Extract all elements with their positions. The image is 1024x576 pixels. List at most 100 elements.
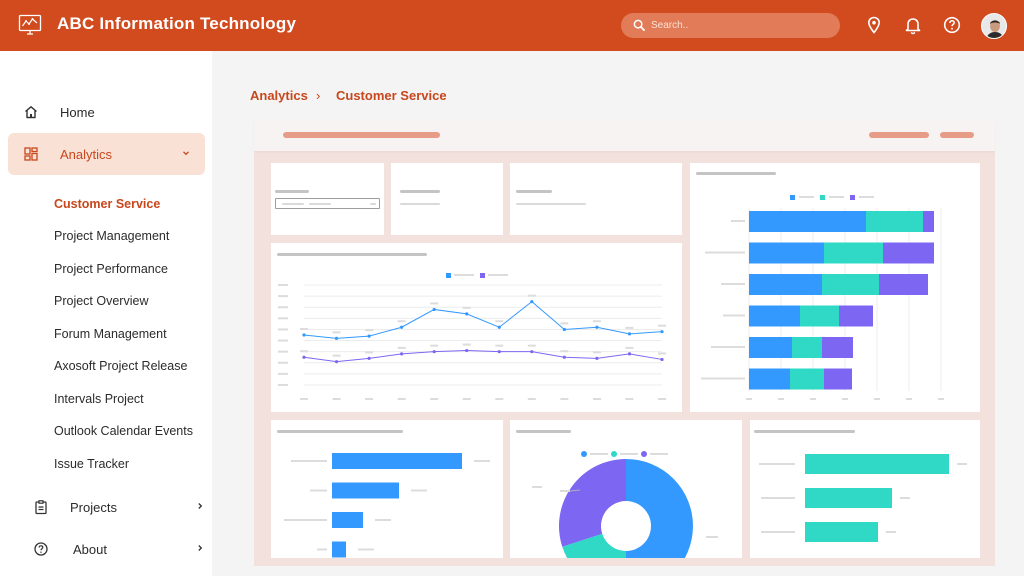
sidebar-item-label: Home: [60, 104, 95, 120]
bar-chart: [759, 454, 967, 542]
subnav-project-overview[interactable]: Project Overview: [54, 294, 149, 308]
data-point: [660, 330, 664, 334]
data-point: [497, 350, 501, 354]
donut-chart: [532, 451, 718, 558]
chart-title-placeholder: [516, 430, 571, 433]
data-point: [530, 300, 534, 304]
data-label-placeholder: [411, 489, 427, 492]
kpi-select-placeholder[interactable]: [275, 198, 380, 209]
category-label-placeholder: [731, 220, 745, 222]
breadcrumb-parent[interactable]: Analytics: [250, 88, 308, 103]
subnav-customer-service[interactable]: Customer Service: [54, 197, 161, 211]
data-label-placeholder: [658, 324, 666, 327]
legend-label-placeholder: [620, 453, 638, 455]
x-tick-label-placeholder: [810, 398, 816, 400]
data-label-placeholder: [332, 354, 341, 357]
donut-slice: [626, 459, 693, 558]
data-point: [367, 356, 371, 360]
kpi-value-placeholder: [516, 203, 586, 205]
bar-segment: [749, 274, 822, 295]
category-label-placeholder: [711, 346, 745, 348]
legend-swatch: [641, 451, 647, 457]
y-tick-label-placeholder: [278, 284, 288, 286]
data-label-placeholder: [430, 302, 439, 305]
data-label-placeholder: [957, 463, 967, 465]
search-box[interactable]: [621, 13, 840, 38]
x-tick-label-placeholder: [495, 398, 504, 400]
bar-segment: [792, 337, 822, 358]
data-label-placeholder: [886, 531, 896, 533]
data-point: [334, 336, 339, 340]
analytics-monitor-icon: [18, 14, 42, 35]
x-tick-label-placeholder: [430, 398, 439, 400]
bar-segment: [749, 337, 792, 358]
chart-title-placeholder: [696, 172, 776, 175]
data-label-placeholder: [375, 519, 391, 521]
subnav-issue-tracker[interactable]: Issue Tracker: [54, 457, 130, 471]
bar-segment: [749, 305, 800, 327]
bar-chart-card: [750, 420, 980, 558]
subnav-axosoft-project-release[interactable]: Axosoft Project Release: [54, 359, 188, 373]
x-tick-label-placeholder: [778, 398, 784, 400]
toolbar-action-placeholder[interactable]: [940, 132, 974, 138]
subnav-project-management[interactable]: Project Management: [54, 229, 170, 243]
legend-swatch: [790, 195, 795, 200]
y-tick-label-placeholder: [278, 361, 288, 364]
subnav-outlook-calendar-events[interactable]: Outlook Calendar Events: [54, 424, 193, 438]
sidebar-item-about[interactable]: About: [8, 528, 205, 570]
data-label-placeholder: [625, 326, 634, 329]
legend-label-placeholder: [650, 453, 668, 455]
y-tick-label-placeholder: [278, 372, 288, 375]
line-chart-card: [271, 243, 682, 412]
legend-swatch: [820, 195, 825, 200]
subnav-forum-management[interactable]: Forum Management: [54, 327, 167, 341]
app-header: ABC Information Technology: [0, 0, 1024, 51]
x-tick-label-placeholder: [592, 398, 601, 400]
data-point: [400, 325, 404, 329]
bell-icon[interactable]: [903, 15, 923, 35]
bar-chart: [284, 453, 490, 558]
legend-label-placeholder: [454, 274, 474, 276]
data-point: [562, 327, 566, 332]
bar-chart-card: [271, 420, 503, 558]
donut-slice: [559, 459, 626, 547]
toolbar-action-placeholder[interactable]: [869, 132, 929, 138]
bar: [332, 512, 363, 528]
bar-segment: [822, 337, 853, 358]
data-label-placeholder: [532, 486, 542, 488]
legend-swatch: [581, 451, 587, 457]
chevron-right-icon: [198, 545, 203, 551]
data-label-placeholder: [560, 490, 570, 492]
bar-segment: [879, 274, 928, 295]
data-point: [497, 325, 501, 329]
location-pin-icon[interactable]: [864, 15, 884, 35]
sidebar-item-analytics[interactable]: Analytics: [8, 133, 205, 175]
data-label-placeholder: [300, 328, 308, 330]
bar: [805, 488, 892, 508]
legend-label-placeholder: [590, 453, 608, 455]
bar-segment: [822, 274, 879, 295]
bar: [332, 453, 462, 469]
sidebar-item-projects[interactable]: Projects: [8, 486, 205, 528]
chevron-down-icon: [183, 151, 189, 156]
category-label-placeholder: [705, 251, 745, 254]
x-tick-label-placeholder: [365, 398, 374, 400]
search-input[interactable]: [651, 13, 831, 38]
x-tick-label-placeholder: [560, 398, 569, 400]
leader-line: [569, 489, 581, 492]
subnav-project-performance[interactable]: Project Performance: [54, 262, 168, 276]
data-label-placeholder: [495, 344, 504, 347]
sidebar-item-home[interactable]: Home: [8, 91, 205, 133]
data-label-placeholder: [474, 460, 490, 462]
legend-swatch: [446, 273, 451, 278]
user-avatar[interactable]: [981, 13, 1007, 39]
bar: [332, 482, 399, 499]
x-tick-label-placeholder: [462, 398, 471, 400]
data-point: [334, 360, 339, 364]
kpi-label-placeholder: [400, 190, 440, 193]
subnav-intervals-project[interactable]: Intervals Project: [54, 392, 144, 406]
donut-slice: [562, 533, 626, 558]
legend-swatch: [480, 273, 485, 278]
stacked-bar-chart: [701, 195, 944, 400]
help-circle-icon[interactable]: [942, 15, 962, 35]
